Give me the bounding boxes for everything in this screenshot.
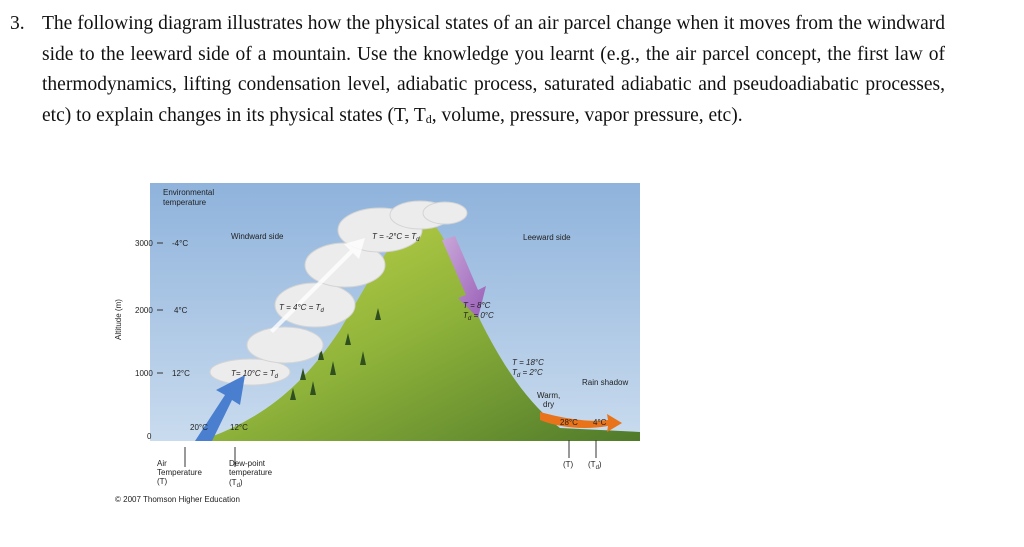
- text: d: [320, 308, 324, 314]
- text: (T: [229, 478, 237, 487]
- text: = 0°C: [471, 311, 494, 320]
- env-temp: -4°C: [172, 239, 188, 248]
- text: ): [240, 478, 243, 487]
- axis-label: Altitude (m): [114, 299, 123, 340]
- state: Td = 2°C: [512, 368, 543, 379]
- mountain: [200, 215, 640, 441]
- temp: 20°C: [190, 423, 208, 432]
- state: T= 10°C = Td: [231, 369, 279, 380]
- label: (Td): [588, 460, 602, 471]
- tick-marks: [157, 242, 597, 467]
- text: T= 10°C = T: [231, 369, 276, 378]
- label: Environmental: [163, 188, 214, 197]
- text: d: [275, 374, 279, 380]
- copyright: © 2007 Thomson Higher Education: [115, 495, 240, 504]
- arrow: [195, 375, 245, 441]
- text: ): [599, 460, 602, 469]
- label: Rain shadow: [582, 378, 628, 387]
- label: Air: [157, 459, 167, 468]
- env-temp: 12°C: [172, 369, 190, 378]
- altitude: 1000: [135, 369, 153, 378]
- altitude: 2000: [135, 306, 153, 315]
- question-text: The following diagram illustrates how th…: [42, 9, 945, 132]
- label: Warm,: [537, 391, 560, 400]
- question-number: 3.: [10, 13, 25, 34]
- state: T = 4°C = Td: [279, 303, 324, 314]
- label: temperature: [229, 468, 273, 477]
- temp: 4°C: [593, 418, 607, 427]
- arrow: [270, 238, 365, 333]
- question: 3. The following diagram illustrates how…: [10, 9, 945, 132]
- label: (T): [157, 477, 168, 486]
- text: T = 4°C = T: [279, 303, 322, 312]
- temp: 28°C: [560, 418, 578, 427]
- subscript: d: [425, 111, 432, 126]
- state: Td = 0°C: [463, 311, 494, 322]
- text: d: [517, 373, 521, 379]
- text: = 2°C: [520, 368, 543, 377]
- text: (T: [588, 460, 596, 469]
- text: d: [416, 237, 420, 243]
- text: T: [463, 311, 469, 320]
- label: Dew-point: [229, 459, 266, 468]
- label: Temperature: [157, 468, 202, 477]
- text: T: [512, 368, 518, 377]
- text: The following diagram illustrates how th…: [42, 13, 945, 126]
- label: Windward side: [231, 232, 284, 241]
- text: d: [596, 465, 599, 471]
- arrow: [442, 236, 486, 318]
- state: T = 8°C: [463, 301, 491, 310]
- text: d: [468, 316, 472, 322]
- arrow: [540, 412, 622, 432]
- temp: 12°C: [230, 423, 248, 432]
- label: Leeward side: [523, 233, 571, 242]
- text: , volume, pressure, vapor pressure, etc)…: [431, 104, 743, 126]
- text: d: [237, 483, 240, 489]
- altitude: 3000: [135, 239, 153, 248]
- label: dry: [543, 400, 554, 409]
- label: temperature: [163, 198, 207, 207]
- state: T = -2°C = Td: [372, 232, 420, 243]
- label: (T): [563, 460, 574, 469]
- altitude: 0: [147, 432, 152, 441]
- label: (Td): [229, 478, 243, 489]
- trees: [290, 308, 381, 400]
- env-temp: 4°C: [174, 306, 188, 315]
- text: T = -2°C = T: [372, 232, 417, 241]
- state: T = 18°C: [512, 358, 544, 367]
